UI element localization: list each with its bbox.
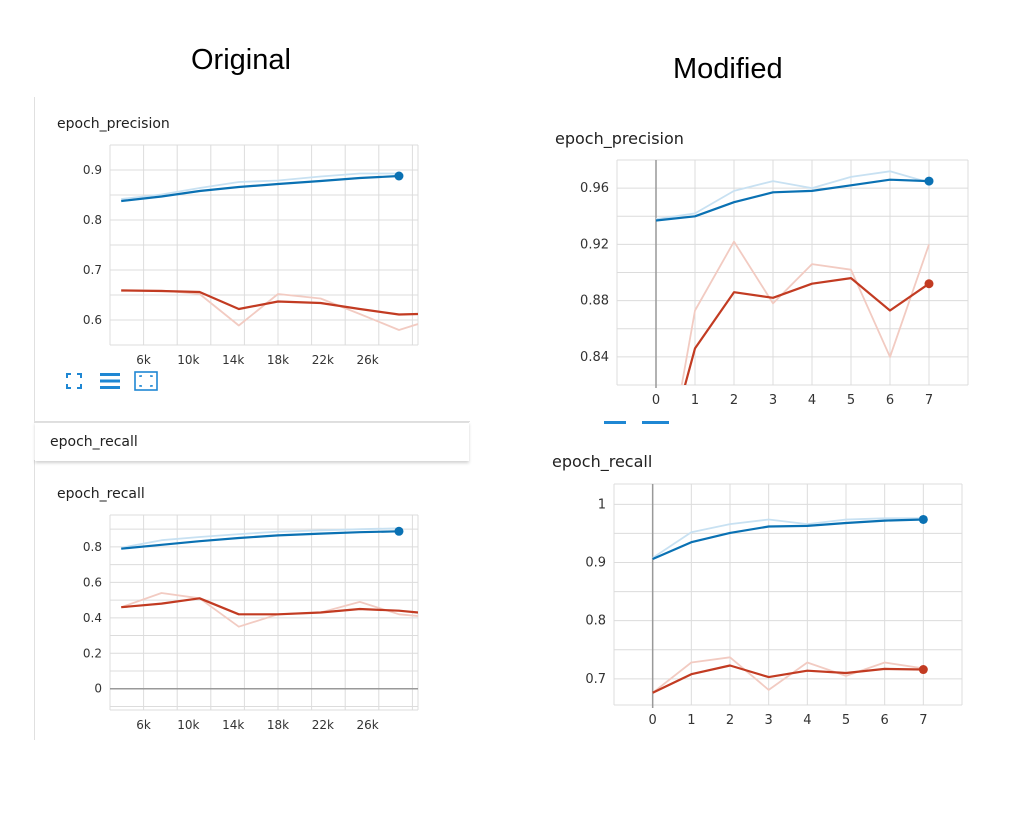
- x-tick-label: 1: [687, 713, 695, 728]
- y-tick-label: 0.4: [83, 611, 102, 625]
- val-smoothed-line: [121, 597, 418, 616]
- x-tick-label: 6: [881, 713, 889, 728]
- tab-indicator[interactable]: [642, 421, 669, 424]
- x-tick-label: 2: [726, 713, 734, 728]
- y-tick-label: 0.6: [83, 575, 102, 589]
- y-tick-label: 0.84: [580, 350, 609, 365]
- train-smoothed-line: [652, 518, 924, 561]
- y-tick-label: 0.92: [580, 237, 609, 252]
- x-tick-label: 7: [925, 393, 933, 408]
- x-tick-label: 26k: [356, 718, 378, 732]
- x-tick-label: 14k: [222, 718, 244, 732]
- val-raw-line: [680, 240, 930, 385]
- y-tick-label: 0.6: [83, 313, 102, 327]
- train-raw-line: [121, 527, 400, 549]
- x-tick-label: 6k: [136, 353, 151, 367]
- val-smoothed-line: [121, 289, 418, 316]
- y-tick-label: 0.8: [585, 614, 606, 629]
- x-tick-label: 4: [803, 713, 811, 728]
- collapsed-card-title: epoch_recall: [50, 434, 138, 450]
- x-tick-label: 3: [765, 713, 773, 728]
- y-tick-label: 0.8: [83, 540, 102, 554]
- train-smoothed-end-marker[interactable]: [394, 171, 404, 181]
- x-tick-label: 26k: [356, 353, 378, 367]
- x-tick-label: 7: [919, 713, 927, 728]
- y-tick-label: 0.88: [580, 294, 609, 309]
- x-tick-label: 5: [847, 393, 855, 408]
- x-tick-label: 22k: [312, 718, 334, 732]
- train-raw-line: [652, 517, 924, 559]
- x-tick-label: 18k: [267, 718, 289, 732]
- x-tick-label: 3: [769, 393, 777, 408]
- series-group: [655, 170, 930, 385]
- x-tick-label: 0: [652, 393, 660, 408]
- train-smoothed-end-marker[interactable]: [394, 526, 404, 536]
- x-tick-label: 10k: [177, 353, 199, 367]
- collapsed-card-header[interactable]: epoch_recall: [35, 422, 469, 461]
- x-tick-label: 6: [886, 393, 894, 408]
- y-tick-label: 0.96: [580, 181, 609, 196]
- x-tick-label: 6k: [136, 718, 151, 732]
- y-tick-label: 0.9: [83, 163, 102, 177]
- x-tick-label: 1: [691, 393, 699, 408]
- train-smoothed-end-marker[interactable]: [924, 176, 934, 186]
- modified-heading: Modified: [673, 53, 783, 85]
- y-tick-label: 0.7: [585, 672, 606, 687]
- original-panel-divider: [34, 421, 470, 422]
- chart-title: epoch_precision: [57, 116, 170, 132]
- train-smoothed-line: [121, 530, 400, 550]
- series-group: [121, 172, 418, 331]
- train-smoothed-line: [655, 178, 930, 222]
- train-smoothed-end-marker[interactable]: [918, 514, 928, 524]
- y-tick-label: 0.8: [83, 213, 102, 227]
- y-tick-label: 0.2: [83, 646, 102, 660]
- val-raw-line: [652, 656, 924, 694]
- original-panel-left-border: [34, 97, 35, 423]
- x-tick-label: 14k: [222, 353, 244, 367]
- train-raw-line: [655, 170, 930, 220]
- x-tick-label: 18k: [267, 353, 289, 367]
- toggle-y-log-icon[interactable]: [100, 372, 120, 390]
- val-smoothed-end-marker[interactable]: [924, 279, 934, 289]
- original-panel-left-border-lower: [34, 460, 35, 740]
- val-smoothed-end-marker[interactable]: [918, 665, 928, 675]
- train-raw-line: [121, 172, 399, 200]
- train-smoothed-line: [121, 174, 400, 203]
- x-tick-label: 5: [842, 713, 850, 728]
- fit-domain-icon[interactable]: [134, 371, 158, 391]
- x-tick-label: 22k: [312, 353, 334, 367]
- y-tick-label: 0.7: [83, 263, 102, 277]
- x-tick-label: 2: [730, 393, 738, 408]
- chart-title: epoch_recall: [552, 452, 652, 472]
- chart-title: epoch_recall: [57, 486, 145, 502]
- series-group: [120, 527, 418, 628]
- original-heading: Original: [191, 44, 291, 76]
- chart-title: epoch_precision: [555, 129, 684, 149]
- tab-indicator[interactable]: [604, 421, 626, 424]
- fit-to-screen-icon[interactable]: [66, 373, 82, 389]
- series-group: [652, 517, 924, 694]
- y-tick-label: 0.9: [585, 556, 606, 571]
- x-tick-label: 10k: [177, 718, 199, 732]
- val-smoothed-line: [683, 277, 930, 385]
- y-tick-label: 0: [94, 682, 102, 696]
- y-tick-label: 1: [598, 497, 606, 512]
- val-smoothed-line: [652, 664, 924, 694]
- x-tick-label: 4: [808, 393, 816, 408]
- x-tick-label: 0: [649, 713, 657, 728]
